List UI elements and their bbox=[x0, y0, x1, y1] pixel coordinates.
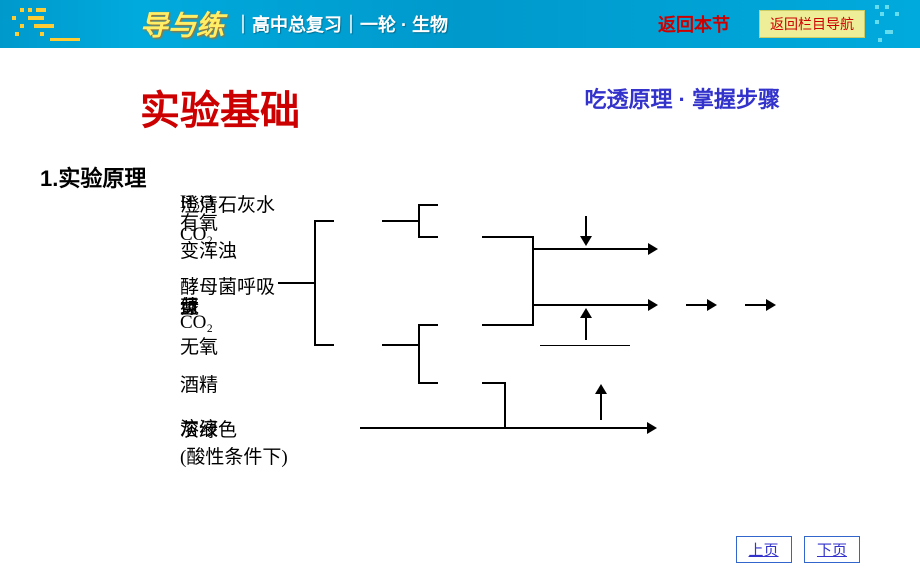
breadcrumb: ｜高中总复习｜一轮 · 生物 bbox=[234, 11, 448, 37]
node-graygreen: 灰绿色 bbox=[180, 415, 237, 442]
section-heading: 1.实验原理 bbox=[40, 161, 920, 193]
header-bar: 导与练 ｜高中总复习｜一轮 · 生物 返回本节 返回栏目导航 bbox=[0, 0, 920, 48]
next-page-button[interactable]: 下页 bbox=[804, 536, 860, 563]
node-alcohol: 酒精 bbox=[180, 370, 218, 397]
logo: 导与练 bbox=[140, 4, 224, 44]
page-title: 实验基础 bbox=[140, 78, 300, 136]
return-section-link[interactable]: 返回本节 bbox=[658, 11, 730, 37]
node-limewater: 澄清石灰水 bbox=[180, 190, 275, 217]
page-subtitle: 吃透原理 · 掌握步骤 bbox=[584, 82, 780, 114]
node-turbid: 变浑浊 bbox=[180, 236, 237, 263]
decorative-dots-right bbox=[870, 0, 920, 48]
return-nav-button[interactable]: 返回栏目导航 bbox=[759, 10, 865, 38]
experiment-flowchart: 酵母菌呼吸 有氧 H₂O CO₂ 无氧 CO₂ 酒精 澄清石灰水 变浑浊 蓝 绿… bbox=[180, 190, 820, 470]
bottom-nav: 上页 下页 bbox=[728, 536, 860, 563]
prev-page-button[interactable]: 上页 bbox=[736, 536, 792, 563]
node-anaerobic: 无氧 bbox=[180, 332, 218, 359]
node-yellow: 黄 bbox=[180, 292, 199, 319]
node-condition: (酸性条件下) bbox=[180, 442, 288, 469]
decorative-dots-left bbox=[0, 0, 120, 48]
